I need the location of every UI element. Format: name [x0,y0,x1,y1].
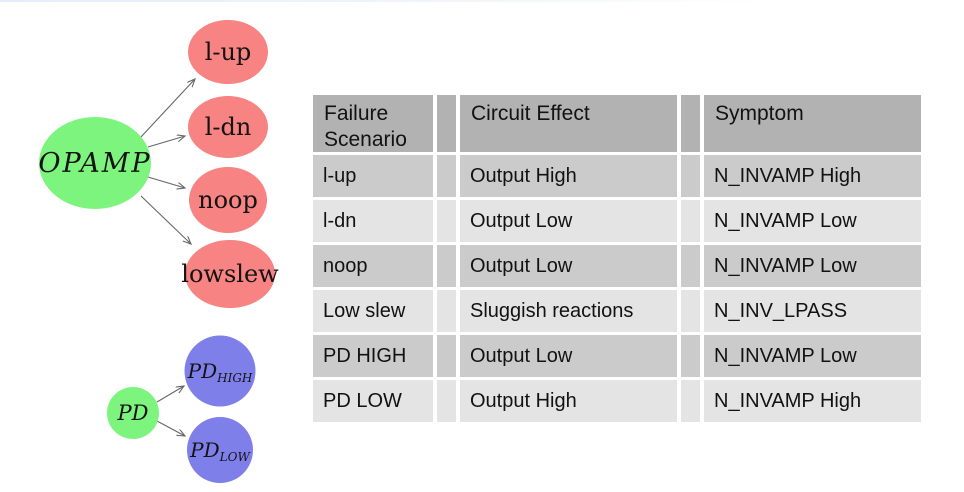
pdhigh-subscript-text: HIGH [216,371,253,385]
spacer-cell [681,290,700,332]
pdhigh-node-label: PDHIGH [187,359,253,385]
pd-node-label: PD [117,401,149,425]
pdlow-node-label: PDLOW [189,438,251,464]
cell-effect: Output High [460,155,677,197]
edge-pd-pdlow [156,420,185,436]
cell-scenario: l-up [313,155,433,197]
edge-opamp-lowslew [140,195,191,244]
header-failure-scenario: Failure Scenario [313,95,433,152]
ldn-node [188,96,268,158]
spacer-cell [437,155,456,197]
lup-node-label: l-up [205,38,252,66]
header-spacer-1 [437,95,456,152]
spacer-cell [437,335,456,377]
opamp-node-label: OPAMP [38,148,151,179]
cell-effect: Output Low [460,335,677,377]
cell-scenario: Low slew [313,290,433,332]
cell-effect: Output High [460,380,677,422]
noop-node [189,167,267,233]
spacer-cell [437,245,456,287]
cell-symptom: N_INVAMP Low [704,335,921,377]
cell-symptom: N_INVAMP High [704,380,921,422]
pdlow-subscript-text: LOW [219,450,252,464]
failure-scenario-table: Failure Scenario Circuit Effect Symptom … [313,95,921,422]
cell-scenario: PD HIGH [313,335,433,377]
spacer-cell [681,245,700,287]
cell-scenario: l-dn [313,200,433,242]
cell-symptom: N_INVAMP High [704,155,921,197]
top-border-line [0,0,964,2]
pdlow-base-text: PD [189,438,220,462]
spacer-cell [681,335,700,377]
spacer-cell [437,290,456,332]
edge-opamp-ldn [147,136,185,148]
cell-scenario: noop [313,245,433,287]
opamp-node [39,117,151,209]
spacer-cell [681,380,700,422]
spacer-cell [437,200,456,242]
spacer-cell [437,380,456,422]
cell-symptom: N_INVAMP Low [704,200,921,242]
ldn-node-label: l-dn [205,113,252,141]
pdlow-node [187,417,253,483]
pd-node [107,387,159,439]
lup-node [188,20,268,84]
spacer-cell [681,200,700,242]
lowslew-node-label: lowslew [181,260,279,288]
edge-opamp-lup [139,79,195,139]
fault-tree-diagram: OPAMP l-up l-dn noop lowslew PD PDHIGH P… [38,20,279,483]
cell-symptom: N_INVAMP Low [704,245,921,287]
lowslew-node [185,240,275,308]
cell-effect: Output Low [460,245,677,287]
pdhigh-base-text: PD [187,359,218,383]
header-circuit-effect: Circuit Effect [460,95,677,152]
edge-pd-pdhigh [156,386,184,403]
cell-scenario: PD LOW [313,380,433,422]
edge-opamp-noop [147,176,185,188]
spacer-cell [681,155,700,197]
pdhigh-node [184,335,256,407]
cell-symptom: N_INV_LPASS [704,290,921,332]
cell-effect: Sluggish reactions [460,290,677,332]
noop-node-label: noop [198,186,258,214]
header-symptom: Symptom [704,95,921,152]
cell-effect: Output Low [460,200,677,242]
header-spacer-2 [681,95,700,152]
